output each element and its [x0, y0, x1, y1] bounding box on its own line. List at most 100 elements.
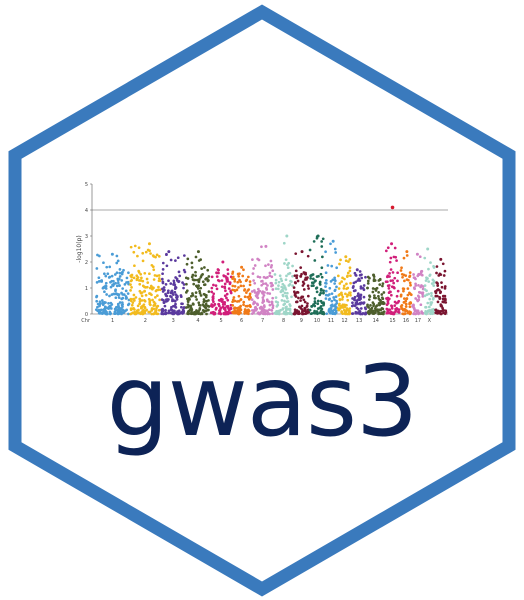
- data-point: [315, 310, 319, 313]
- logo-title: gwas3: [106, 345, 419, 459]
- data-point: [377, 294, 380, 298]
- data-point: [161, 272, 164, 276]
- data-point: [428, 274, 432, 278]
- data-point: [167, 311, 170, 315]
- data-point: [182, 283, 186, 286]
- data-point: [239, 298, 243, 301]
- data-point: [271, 269, 275, 273]
- data-point: [402, 312, 406, 316]
- data-point: [345, 303, 348, 307]
- data-point: [435, 271, 438, 275]
- data-point: [311, 277, 315, 281]
- data-point: [98, 302, 102, 306]
- data-point: [330, 264, 334, 268]
- data-point: [95, 299, 99, 303]
- data-point: [141, 259, 145, 263]
- data-point: [293, 308, 297, 312]
- data-point: [389, 290, 392, 294]
- data-point: [306, 254, 310, 258]
- data-point: [424, 305, 427, 309]
- data-point: [225, 292, 229, 296]
- data-point: [298, 312, 301, 315]
- data-point: [120, 297, 124, 301]
- data-point: [302, 282, 306, 286]
- data-point: [277, 310, 281, 313]
- data-point: [362, 284, 366, 287]
- data-point: [437, 274, 441, 277]
- data-point: [132, 276, 136, 280]
- data-point: [379, 301, 382, 305]
- data-point: [402, 273, 406, 277]
- data-point: [140, 299, 144, 302]
- data-point: [402, 289, 405, 293]
- data-point: [381, 282, 385, 285]
- data-point: [333, 278, 337, 282]
- data-point: [345, 287, 348, 291]
- data-point: [403, 297, 406, 300]
- data-point: [248, 283, 252, 287]
- data-point: [440, 281, 443, 284]
- data-point: [304, 311, 308, 314]
- data-point: [281, 293, 285, 297]
- data-point: [427, 280, 431, 283]
- data-point: [203, 305, 207, 309]
- data-point: [235, 288, 239, 292]
- data-point: [237, 294, 241, 298]
- data-point: [284, 306, 288, 309]
- data-point: [385, 275, 389, 279]
- data-point: [381, 311, 384, 314]
- data-point: [408, 301, 412, 305]
- data-point: [131, 311, 135, 315]
- data-point: [266, 310, 270, 314]
- data-point: [279, 277, 283, 281]
- data-point: [406, 287, 410, 290]
- data-point: [338, 282, 342, 285]
- data-point: [288, 304, 292, 308]
- data-point: [331, 310, 335, 313]
- data-point: [242, 268, 245, 272]
- data-point: [225, 276, 229, 280]
- data-point: [408, 305, 412, 309]
- data-point: [242, 284, 245, 288]
- data-point: [347, 260, 350, 263]
- data-point: [231, 275, 235, 279]
- data-point: [435, 281, 439, 284]
- data-point: [221, 300, 224, 304]
- data-point: [161, 281, 165, 285]
- data-point: [246, 309, 250, 313]
- data-point: [274, 287, 278, 291]
- data-point: [439, 312, 443, 316]
- data-point: [320, 266, 324, 270]
- data-point: [129, 279, 133, 283]
- y-tick-label: 5: [85, 182, 88, 188]
- data-point: [258, 275, 262, 279]
- data-point: [345, 275, 349, 278]
- data-point: [300, 304, 304, 308]
- data-point: [324, 289, 328, 293]
- data-point-peak: [316, 234, 320, 238]
- data-point: [329, 242, 332, 246]
- data-point: [373, 294, 376, 297]
- data-point: [310, 284, 314, 288]
- data-point: [259, 305, 263, 309]
- data-point: [333, 276, 337, 280]
- data-point: [268, 271, 272, 275]
- data-point: [402, 256, 406, 260]
- data-point: [212, 292, 216, 296]
- data-point: [325, 312, 329, 316]
- data-point: [425, 289, 428, 293]
- data-point: [252, 310, 256, 314]
- data-point: [133, 308, 136, 311]
- data-point: [268, 292, 272, 295]
- data-point: [291, 264, 294, 268]
- data-point: [203, 266, 206, 269]
- data-point: [246, 295, 250, 299]
- data-point: [322, 303, 325, 307]
- data-point: [243, 312, 247, 315]
- data-point: [284, 258, 288, 262]
- data-point: [288, 283, 292, 286]
- data-point: [150, 312, 154, 316]
- data-point: [120, 307, 123, 310]
- data-point: [389, 312, 393, 315]
- data-point: [245, 278, 249, 282]
